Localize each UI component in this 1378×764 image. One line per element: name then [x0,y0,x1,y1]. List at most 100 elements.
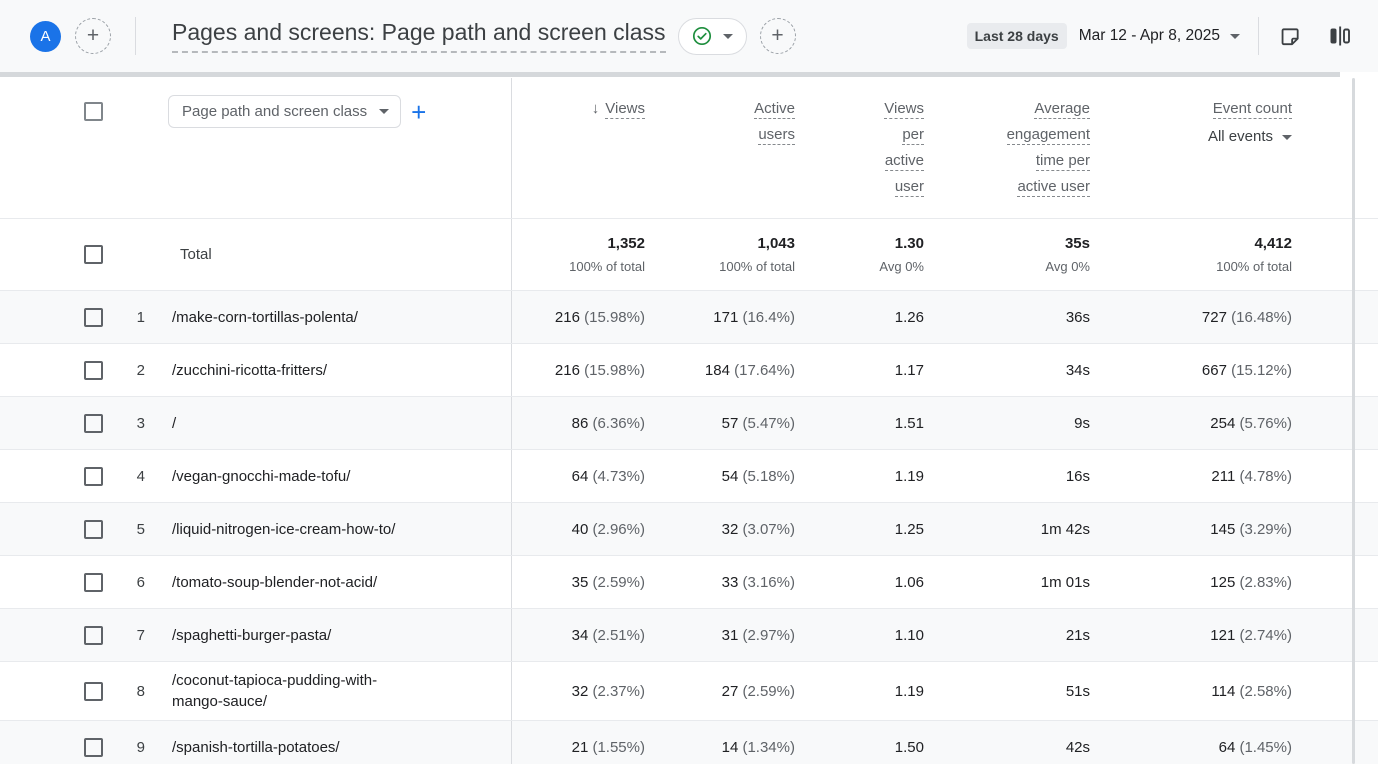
row-checkbox[interactable] [84,361,103,380]
row-values: 34 (2.51%)31 (2.97%)1.1021s121 (2.74%) [512,609,1378,661]
value-main: 42s [1066,739,1090,756]
row-dimension-cell: 5/liquid-nitrogen-ice-cream-how-to/ [0,503,512,555]
vertical-scrollbar[interactable] [1352,78,1355,764]
comparison-button[interactable] [1328,24,1352,48]
value-main: 21s [1066,627,1090,644]
column-header-avg-engagement-time[interactable]: Averageengagementtime peractive user [924,96,1090,218]
add-segment-button[interactable]: + [75,18,111,54]
column-header-line: Views [795,96,924,122]
value-percent: (1.55%) [588,739,645,756]
avg-engagement-time-cell: 1m 42s [924,521,1090,538]
views-cell: 35 (2.59%) [512,574,645,591]
event-count-cell: 121 (2.74%) [1090,627,1292,644]
total-subtext: 100% of total [1090,259,1292,274]
value-main: 54 [722,468,739,485]
column-header-line: Active [645,96,795,122]
horizontal-scrollbar-thumb[interactable] [0,72,1340,77]
add-report-tab-button[interactable]: + [760,18,796,54]
row-index: 9 [133,739,145,756]
value-main: 216 [555,309,580,326]
value-main: 1.19 [895,683,924,700]
views-per-active-user-cell: 1.06 [795,574,924,591]
page-path: /zucchini-ricotta-fritters/ [172,360,327,381]
column-header-label: Average [1034,100,1090,119]
event-count-cell: 145 (3.29%) [1090,521,1292,538]
value-main: 727 [1202,309,1227,326]
row-checkbox[interactable] [84,308,103,327]
event-count-cell: 114 (2.58%) [1090,683,1292,700]
column-header-line: ↓Views [512,96,645,122]
page-path: /spanish-tortilla-potatoes/ [172,737,340,758]
add-dimension-button[interactable]: + [411,99,426,125]
report-status-dropdown[interactable] [678,18,747,55]
column-header-active-users[interactable]: Active users [645,96,795,218]
column-header-label: user [895,178,924,197]
value-main: 51s [1066,683,1090,700]
date-range-label[interactable]: Mar 12 - Apr 8, 2025 [1079,27,1220,45]
active-users-cell: 171 (16.4%) [645,309,795,326]
ga-pages-screens-report: A + Pages and screens: Page path and scr… [0,0,1378,764]
avatar[interactable]: A [30,21,61,52]
total-value: 35s [924,235,1090,252]
row-checkbox[interactable] [84,520,103,539]
row-checkbox[interactable] [84,414,103,433]
page-path: /coconut-tapioca-pudding-with-mango-sauc… [172,670,412,712]
value-main: 211 [1211,468,1235,485]
select-all-checkbox[interactable] [84,102,103,121]
value-main: 34s [1066,362,1090,379]
row-dimension-cell: 8/coconut-tapioca-pudding-with-mango-sau… [0,662,512,720]
value-percent: (1.45%) [1235,739,1292,756]
avg-engagement-time-cell: 51s [924,683,1090,700]
views-cell: 64 (4.73%) [512,468,645,485]
report-header: A + Pages and screens: Page path and scr… [0,0,1378,72]
total-value: 1.30 [795,235,924,252]
value-main: 32 [572,683,589,700]
value-percent: (3.29%) [1235,521,1292,538]
value-percent: (2.59%) [588,574,645,591]
value-percent: (5.76%) [1235,415,1292,432]
value-main: 64 [1219,739,1236,756]
dimension-dropdown[interactable]: Page path and screen class [168,95,401,128]
row-dimension-cell: 7/spaghetti-burger-pasta/ [0,609,512,661]
column-header-label: users [758,126,795,145]
value-percent: (2.59%) [738,683,795,700]
views-per-active-user-cell: 1.19 [795,683,924,700]
page-title[interactable]: Pages and screens: Page path and screen … [172,19,666,53]
value-percent: (2.58%) [1235,683,1292,700]
avg-engagement-time-cell: 9s [924,415,1090,432]
column-header-event-count[interactable]: Event countAll events [1090,96,1292,218]
value-percent: (4.73%) [588,468,645,485]
totals-checkbox[interactable] [84,245,103,264]
totals-values: 1,352100% of total1,043100% of total1.30… [512,219,1378,290]
row-index: 3 [133,415,145,432]
event-filter-dropdown[interactable]: All events [1090,124,1292,150]
row-checkbox[interactable] [84,738,103,757]
active-users-cell: 33 (3.16%) [645,574,795,591]
row-index: 6 [133,574,145,591]
value-main: 86 [572,415,589,432]
row-checkbox[interactable] [84,573,103,592]
column-header-views-per-active-user[interactable]: Viewsperactiveuser [795,96,924,218]
value-percent: (5.47%) [738,415,795,432]
row-checkbox[interactable] [84,626,103,645]
column-header-line: user [795,174,924,200]
notes-button[interactable] [1279,25,1302,48]
chevron-down-icon[interactable] [1230,34,1240,39]
column-header-views[interactable]: ↓Views [512,96,645,218]
row-checkbox[interactable] [84,467,103,486]
column-header-label: Views [605,100,645,119]
value-percent: (15.98%) [580,309,645,326]
views-per-active-user-cell: 1.50 [795,739,924,756]
column-header-label: active user [1017,178,1090,197]
event-count-cell: 254 (5.76%) [1090,415,1292,432]
value-main: 125 [1210,574,1235,591]
value-main: 184 [705,362,730,379]
value-main: 1m 01s [1041,574,1090,591]
date-preset-badge[interactable]: Last 28 days [967,23,1067,49]
event-count-cell: 125 (2.83%) [1090,574,1292,591]
row-values: 32 (2.37%)27 (2.59%)1.1951s114 (2.58%) [512,662,1378,720]
views-per-active-user-cell: 1.51 [795,415,924,432]
row-values: 86 (6.36%)57 (5.47%)1.519s254 (5.76%) [512,397,1378,449]
value-percent: (3.07%) [738,521,795,538]
row-checkbox[interactable] [84,682,103,701]
